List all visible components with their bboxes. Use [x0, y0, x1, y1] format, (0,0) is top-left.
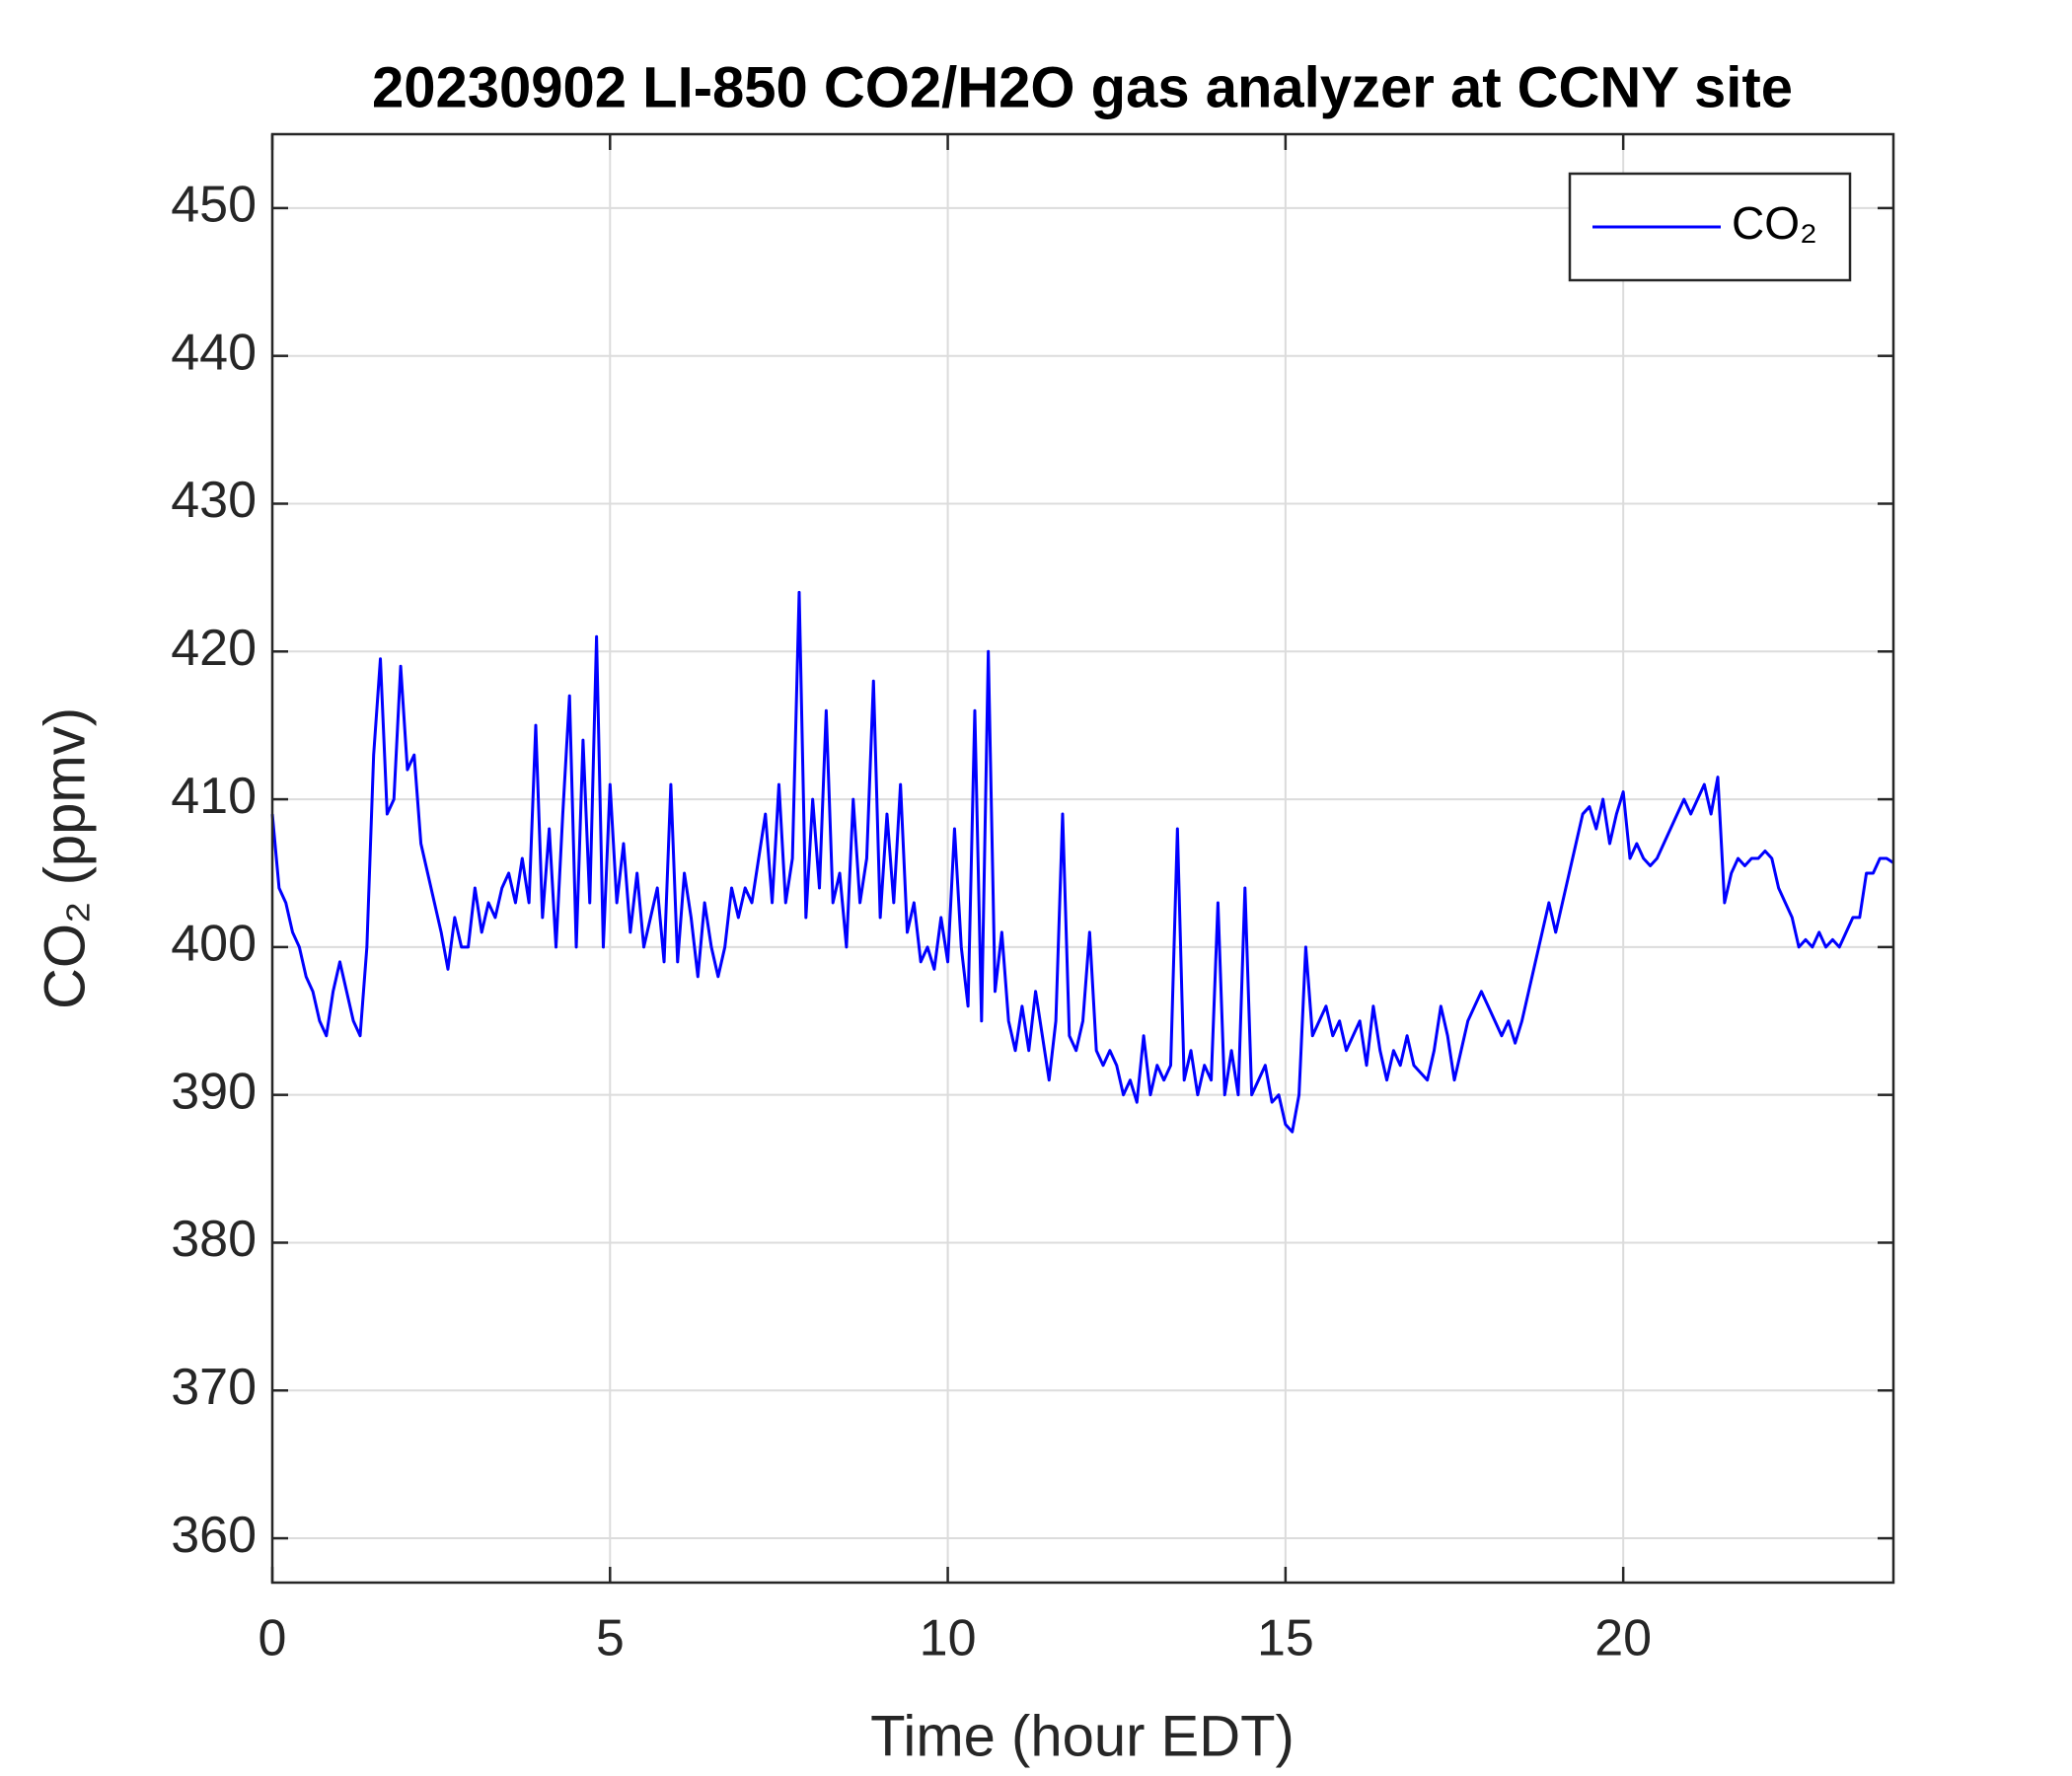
y-tick-label: 380 [171, 1211, 257, 1268]
y-tick-label: 420 [171, 620, 257, 677]
y-tick-label: 390 [171, 1063, 257, 1120]
x-tick-label: 0 [259, 1610, 287, 1667]
chart-title: 20230902 LI-850 CO2/H2O gas analyzer at … [372, 55, 1793, 119]
x-tick-label: 5 [596, 1610, 625, 1667]
y-axis-label: CO₂ (ppmv) [33, 707, 97, 1009]
plot-area [270, 590, 1894, 1134]
x-axis-label: Time (hour EDT) [870, 1704, 1295, 1768]
y-tick-label: 410 [171, 768, 257, 825]
y-tick-label: 430 [171, 472, 257, 529]
y-tick-label: 360 [171, 1507, 257, 1564]
y-tick-label: 450 [171, 177, 257, 234]
y-tick-label: 370 [171, 1359, 257, 1416]
data-line [270, 590, 1894, 1134]
y-tick-label: 440 [171, 324, 257, 381]
y-tick-label: 400 [171, 916, 257, 973]
legend-label: CO₂ [1732, 197, 1817, 249]
x-tick-label: 10 [920, 1610, 977, 1667]
x-tick-label: 15 [1257, 1610, 1314, 1667]
legend: CO₂ [1568, 172, 1852, 282]
x-tick-label: 20 [1594, 1610, 1652, 1667]
axes-box [270, 132, 1895, 1585]
